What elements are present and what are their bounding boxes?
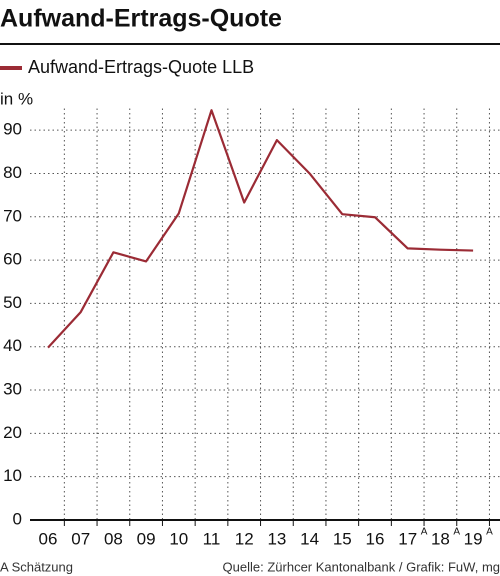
x-tick-label: 12: [235, 529, 254, 548]
y-tick-label: 0: [13, 509, 22, 528]
x-tick-note: A: [486, 527, 493, 538]
x-tick-label: 19: [464, 529, 483, 548]
x-tick-note: A: [421, 527, 428, 538]
footnote: A Schätzung: [0, 559, 73, 574]
source: Quelle: Zürhcer Kantonalbank / Grafik: F…: [223, 559, 500, 574]
chart-title: Aufwand-Ertrags-Quote: [0, 5, 282, 33]
y-tick-label: 80: [3, 163, 22, 182]
y-tick-label: 90: [3, 120, 22, 139]
x-tick-label: 17: [398, 529, 417, 548]
x-tick-label: 07: [71, 529, 90, 548]
legend-label: Aufwand-Ertrags-Quote LLB: [28, 57, 254, 77]
x-tick-label: 13: [267, 529, 286, 548]
data-line: [47, 109, 474, 349]
x-tick-label: 08: [104, 529, 123, 548]
x-tick-label: 06: [39, 529, 58, 548]
x-tick-label: 15: [333, 529, 352, 548]
y-tick-label: 50: [3, 293, 22, 312]
x-tick-label: 14: [300, 529, 319, 548]
y-tick-label: 60: [3, 250, 22, 269]
y-tick-label: 30: [3, 380, 22, 399]
y-tick-label: 20: [3, 423, 22, 442]
y-tick-label: 70: [3, 206, 22, 225]
y-axis-label: in %: [0, 89, 33, 108]
y-tick-label: 10: [3, 466, 22, 485]
x-tick-note: A: [453, 527, 460, 538]
x-tick-label: 10: [169, 529, 188, 548]
x-tick-label: 16: [366, 529, 385, 548]
y-tick-label: 40: [3, 336, 22, 355]
x-tick-label: 09: [137, 529, 156, 548]
x-tick-label: 11: [203, 529, 221, 548]
x-tick-label: 18: [431, 529, 450, 548]
